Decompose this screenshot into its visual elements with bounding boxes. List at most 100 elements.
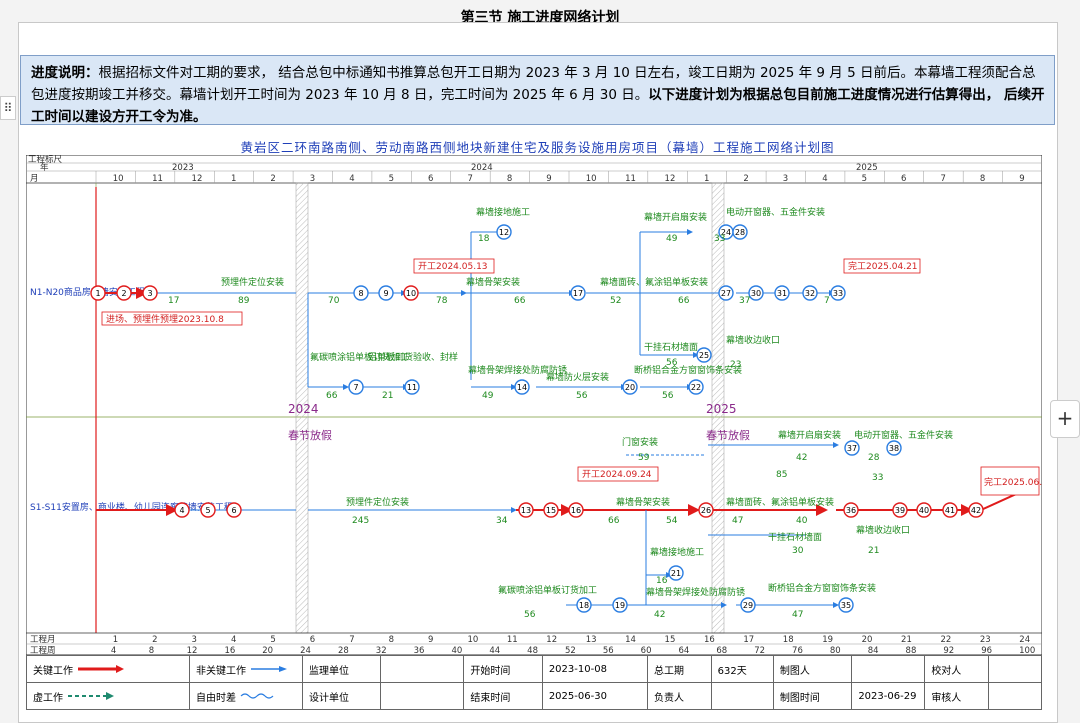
holiday-2025-text: 春节放假 (706, 428, 750, 442)
task-a7-duration: 56 (666, 358, 678, 368)
project-month-tick: 11 (507, 635, 518, 645)
svg-text:35: 35 (841, 601, 851, 610)
task-a3b-duration: 66 (678, 296, 690, 306)
network-node: 29 (740, 597, 756, 613)
project-month-tick: 5 (270, 635, 275, 645)
task-b3: 门窗安装 (622, 436, 658, 448)
ruler-label-month: 月 (30, 174, 39, 184)
network-node: 2 (116, 285, 132, 301)
duration-17: 17 (168, 296, 179, 306)
svg-text:40: 40 (919, 506, 929, 515)
critical-arrow-icon (78, 664, 125, 673)
task-a10-duration: 21 (382, 391, 393, 401)
legend-start-value: 2023-10-08 (541, 655, 649, 683)
month-tick: 3 (310, 174, 315, 184)
task-b3-duration: 59 (638, 453, 650, 463)
svg-text:13: 13 (521, 506, 531, 515)
network-node: 11 (404, 379, 420, 395)
month-tick: 11 (625, 174, 636, 184)
svg-text:28: 28 (735, 228, 745, 237)
svg-text:16: 16 (571, 506, 581, 515)
svg-text:41: 41 (945, 506, 955, 515)
svg-text:6: 6 (231, 506, 236, 515)
network-node: 4 (174, 502, 190, 518)
task-b10-duration: 42 (654, 610, 665, 620)
svg-text:1: 1 (95, 289, 100, 298)
task-a13-duration: 56 (662, 391, 674, 401)
network-node: 15 (543, 502, 559, 518)
holiday-2025-year: 2025 (706, 402, 737, 416)
task-b11: 断桥铝合金方窗窗饰条安装 (768, 582, 876, 594)
project-month-tick: 21 (901, 635, 912, 645)
network-node: 3 (142, 285, 158, 301)
month-tick: 10 (113, 174, 124, 184)
project-week-tick: 32 (376, 646, 387, 655)
duration-54: 54 (666, 516, 678, 526)
svg-text:26: 26 (701, 506, 711, 515)
network-node: 35 (838, 597, 854, 613)
task-a4-duration: 18 (478, 234, 490, 244)
task-b5: 幕墙开启扇安装 (778, 429, 841, 441)
project-week-tick: 8 (149, 646, 154, 655)
project-month-tick: 7 (349, 635, 354, 645)
project-week-tick: 96 (981, 646, 992, 655)
project-month-tick: 8 (389, 635, 394, 645)
month-tick: 2 (270, 174, 275, 184)
task-a8-duration: 23 (730, 360, 741, 370)
month-tick: 10 (586, 174, 597, 184)
svg-text:24: 24 (721, 228, 731, 237)
month-tick: 5 (862, 174, 867, 184)
network-node: 40 (916, 502, 932, 518)
legend-critical: 关键工作 (33, 665, 73, 677)
project-month-tick: 24 (1019, 635, 1030, 645)
task-b2: 幕墙骨架安装 (616, 496, 670, 508)
project-month-tick: 9 (428, 635, 433, 645)
project-week-tick: 12 (187, 646, 198, 655)
project-week-tick: 80 (830, 646, 841, 655)
project-week-tick: 52 (565, 646, 576, 655)
legend-total-value: 632天 (710, 655, 774, 683)
bottom-label-week: 工程周 (30, 646, 56, 655)
group-label-n: N1-N20商品房幕墙安装工程 (30, 286, 145, 298)
task-b9-duration: 56 (524, 610, 536, 620)
network-node: 39 (892, 502, 908, 518)
project-week-tick: 68 (716, 646, 727, 655)
add-button[interactable]: + (1050, 400, 1080, 438)
task-a1: 预埋件定位安装 (221, 276, 284, 288)
task-a9: 氟碳喷涂铝单板订货加工 (310, 351, 409, 363)
project-week-tick: 44 (489, 646, 500, 655)
month-tick: 8 (507, 174, 512, 184)
task-a12-duration: 56 (576, 391, 588, 401)
project-month-tick: 15 (665, 635, 676, 645)
project-week-tick: 40 (451, 646, 462, 655)
end-label-top: 完工2025.04.21 (848, 260, 918, 272)
svg-text:27: 27 (721, 289, 731, 298)
network-node: 38 (886, 440, 902, 456)
project-week-tick: 56 (603, 646, 614, 655)
svg-text:33: 33 (833, 289, 843, 298)
month-tick: 8 (980, 174, 985, 184)
svg-text:29: 29 (743, 601, 753, 610)
network-node: 26 (698, 502, 714, 518)
task-b8-duration: 21 (868, 546, 879, 556)
project-month-tick: 13 (586, 635, 597, 645)
description-label: 进度说明： (31, 65, 99, 81)
legend-end-label: 结束时间 (463, 682, 543, 710)
task-b6-duration: 28 (868, 453, 880, 463)
project-month-tick: 1 (113, 635, 118, 645)
svg-text:22: 22 (691, 383, 701, 392)
project-month-tick: 18 (783, 635, 794, 645)
duration-47: 47 (732, 516, 743, 526)
holiday-2024-year: 2024 (288, 402, 319, 416)
svg-text:36: 36 (846, 506, 856, 515)
task-a11-duration: 49 (482, 391, 494, 401)
duration-85: 85 (776, 470, 787, 480)
drag-handle-icon[interactable]: ⠿ (0, 96, 16, 120)
year-2023: 2023 (172, 163, 194, 173)
network-node: 21 (668, 565, 684, 581)
svg-text:19: 19 (615, 601, 625, 610)
holiday-2024-text: 春节放假 (288, 428, 332, 442)
svg-text:17: 17 (573, 289, 583, 298)
